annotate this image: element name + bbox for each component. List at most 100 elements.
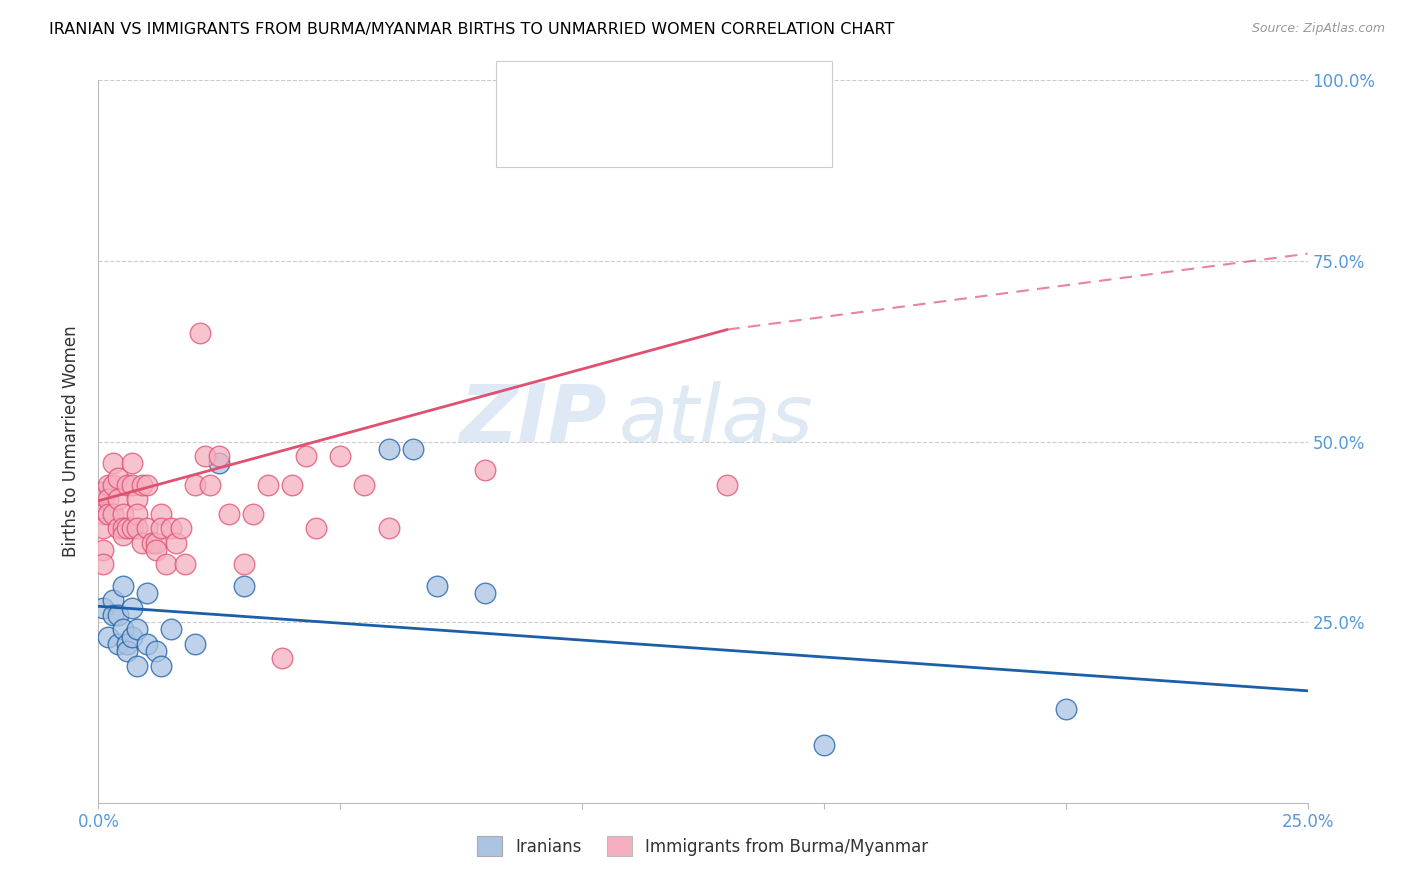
Text: N =: N = — [696, 83, 735, 101]
Bar — [512, 118, 550, 153]
Point — [145, 535, 167, 549]
Point — [127, 623, 149, 637]
Point — [160, 623, 183, 637]
Point — [127, 521, 149, 535]
Point — [127, 658, 149, 673]
Point — [91, 507, 114, 521]
Point — [111, 507, 134, 521]
Text: -0.183: -0.183 — [613, 83, 678, 101]
Point — [150, 658, 173, 673]
Point — [121, 600, 143, 615]
Point — [101, 478, 124, 492]
Point — [91, 558, 114, 572]
Point — [91, 485, 114, 500]
Point — [208, 456, 231, 470]
Point — [184, 478, 207, 492]
Point — [127, 507, 149, 521]
Point — [101, 507, 124, 521]
Legend: Iranians, Immigrants from Burma/Myanmar: Iranians, Immigrants from Burma/Myanmar — [471, 830, 935, 863]
Text: 30: 30 — [744, 83, 769, 101]
Point — [281, 478, 304, 492]
Point — [107, 607, 129, 622]
Point — [141, 535, 163, 549]
Point — [97, 492, 120, 507]
Point — [91, 485, 114, 500]
Point — [97, 630, 120, 644]
Point — [474, 463, 496, 477]
Text: 57: 57 — [744, 127, 769, 145]
Point — [131, 478, 153, 492]
Point — [150, 521, 173, 535]
Text: 0.270: 0.270 — [613, 127, 676, 145]
Point — [813, 738, 835, 752]
Point — [232, 579, 254, 593]
Point — [91, 492, 114, 507]
Point — [101, 593, 124, 607]
Point — [91, 521, 114, 535]
Point — [121, 456, 143, 470]
Point — [194, 449, 217, 463]
Point — [107, 521, 129, 535]
Point — [150, 507, 173, 521]
Text: N =: N = — [696, 127, 735, 145]
Point — [716, 478, 738, 492]
Point — [169, 521, 191, 535]
Point — [329, 449, 352, 463]
Point — [155, 558, 177, 572]
Point — [377, 521, 399, 535]
Point — [426, 579, 449, 593]
Point — [101, 607, 124, 622]
Point — [91, 600, 114, 615]
Point — [295, 449, 318, 463]
Point — [131, 535, 153, 549]
Point — [107, 637, 129, 651]
Point — [121, 478, 143, 492]
Text: atlas: atlas — [619, 381, 813, 458]
Text: IRANIAN VS IMMIGRANTS FROM BURMA/MYANMAR BIRTHS TO UNMARRIED WOMEN CORRELATION C: IRANIAN VS IMMIGRANTS FROM BURMA/MYANMAR… — [49, 22, 894, 37]
Point — [232, 558, 254, 572]
Point — [97, 507, 120, 521]
Point — [256, 478, 278, 492]
Point — [101, 456, 124, 470]
Point — [97, 478, 120, 492]
Point — [305, 521, 328, 535]
Point — [111, 521, 134, 535]
Point — [107, 470, 129, 484]
Point — [117, 521, 139, 535]
Point — [174, 558, 197, 572]
Point — [402, 442, 425, 456]
Point — [165, 535, 187, 549]
Point — [1054, 702, 1077, 716]
Point — [188, 326, 211, 340]
Text: R =: R = — [567, 127, 605, 145]
Point — [242, 507, 264, 521]
Point — [121, 521, 143, 535]
Point — [145, 542, 167, 557]
Point — [184, 637, 207, 651]
Point — [474, 586, 496, 600]
Y-axis label: Births to Unmarried Women: Births to Unmarried Women — [62, 326, 80, 558]
Point — [117, 637, 139, 651]
Point — [218, 507, 240, 521]
Point — [117, 644, 139, 658]
Point — [111, 623, 134, 637]
Point — [135, 478, 157, 492]
Point — [135, 586, 157, 600]
Point — [160, 521, 183, 535]
Point — [111, 579, 134, 593]
Text: Source: ZipAtlas.com: Source: ZipAtlas.com — [1251, 22, 1385, 36]
Point — [117, 478, 139, 492]
Point — [198, 478, 221, 492]
Point — [111, 528, 134, 542]
Point — [121, 630, 143, 644]
Point — [127, 492, 149, 507]
Bar — [512, 73, 550, 109]
Point — [145, 644, 167, 658]
Text: R =: R = — [567, 83, 605, 101]
Point — [377, 442, 399, 456]
Point — [91, 542, 114, 557]
Point — [135, 521, 157, 535]
Point — [271, 651, 294, 665]
Point — [353, 478, 375, 492]
Point — [107, 492, 129, 507]
